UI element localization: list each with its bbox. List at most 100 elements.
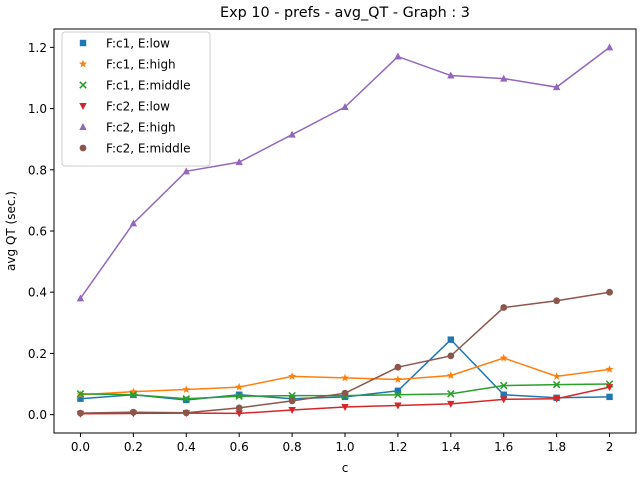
legend-entry: F:c2, E:high (79, 121, 176, 135)
x-tick-label: 1.6 (494, 440, 513, 454)
data-point (129, 387, 138, 396)
data-point (606, 393, 613, 401)
y-tick-label: 0.8 (28, 163, 47, 177)
legend-entry: F:c2, E:middle (79, 142, 190, 156)
data-point (605, 365, 614, 373)
x-tick-label: 0.0 (71, 440, 90, 454)
data-point (500, 74, 508, 82)
y-tick-label: 0.4 (28, 286, 47, 300)
legend-marker (79, 103, 87, 110)
data-point (447, 390, 455, 398)
data-point (235, 410, 243, 418)
data-point (235, 382, 244, 391)
x-tick-label: 1.2 (388, 440, 407, 454)
data-point (235, 404, 243, 412)
y-axis-label: avg QT (sec.) (4, 191, 18, 271)
data-point (76, 390, 85, 398)
data-point (77, 395, 84, 402)
data-point (288, 397, 296, 405)
x-tick-label: 1.8 (547, 440, 566, 454)
axis-ticks: 0.0 0.2 0.4 0.6 0.8 1.0 1.2 1.4 1.6 1.8 2 0.0 0.2 0.4… (28, 41, 613, 454)
data-point (605, 43, 614, 51)
legend-entry: F:c1, E:middle (79, 79, 190, 93)
legend-entry: F:c1, E:high (79, 58, 176, 72)
data-point (552, 372, 561, 380)
data-point (499, 381, 508, 390)
x-tick-label: 0.6 (230, 440, 249, 454)
data-point (605, 384, 614, 392)
data-point (393, 375, 402, 383)
data-point (499, 353, 508, 362)
data-point (76, 294, 85, 302)
legend-label: F:c2, E:high (106, 121, 176, 135)
data-point (500, 304, 508, 311)
series-5 (76, 43, 614, 302)
data-point (341, 373, 349, 382)
data-point (235, 158, 243, 166)
data-point (77, 409, 84, 417)
y-tick-label: 0.6 (28, 225, 47, 239)
data-point (341, 393, 349, 401)
data-point (129, 408, 137, 416)
data-point (553, 297, 561, 305)
data-point (500, 391, 507, 398)
legend-label: F:c1, E:high (106, 58, 176, 72)
data-point (447, 71, 455, 79)
data-point (341, 403, 349, 411)
x-tick-label: 0.8 (283, 440, 302, 454)
legend-marker (79, 59, 87, 68)
legend-label: F:c1, E:middle (106, 79, 190, 93)
data-point (394, 390, 402, 399)
x-tick-label: 2 (606, 440, 614, 454)
data-point (182, 394, 191, 403)
legend-entry: F:c1, E:low (79, 37, 170, 51)
data-point (447, 352, 455, 360)
data-point (288, 391, 296, 400)
chart-title: Exp 10 - prefs - avg_QT - Graph : 3 (220, 5, 470, 21)
x-tick-label: 0.2 (124, 440, 143, 454)
legend-box (61, 31, 211, 167)
y-tick-label: 1.0 (28, 102, 47, 116)
x-tick-label: 1.4 (441, 440, 460, 454)
data-point (552, 395, 561, 403)
y-tick-label: 1.2 (28, 41, 47, 55)
x-tick-label: 1.0 (335, 440, 354, 454)
legend-marker (79, 144, 87, 152)
data-point (394, 52, 402, 60)
data-point (182, 385, 191, 393)
x-tick-label: 0.4 (177, 440, 196, 454)
data-point (341, 103, 349, 111)
data-point (394, 387, 402, 394)
data-point (341, 389, 349, 397)
y-tick-label: 0.2 (28, 347, 47, 361)
data-point (606, 288, 613, 296)
x-axis-label: c (342, 461, 349, 475)
legend-label: F:c1, E:low (106, 37, 170, 51)
data-point (500, 396, 508, 404)
data-point (552, 83, 561, 91)
data-point (182, 167, 190, 175)
data-point (183, 396, 190, 404)
legend-marker (79, 81, 87, 89)
data-point (446, 371, 455, 379)
series-6 (77, 288, 613, 417)
legend-label: F:c2, E:middle (106, 142, 190, 156)
data-point (394, 363, 402, 371)
legend-entry: F:c2, E:low (79, 100, 170, 114)
data-point (235, 392, 243, 401)
data-point (235, 391, 243, 398)
data-point (394, 402, 402, 410)
legend-marker (79, 39, 87, 47)
data-point (447, 336, 455, 343)
data-point (288, 130, 296, 138)
plot-area (76, 43, 614, 418)
data-point (552, 380, 561, 389)
data-point (288, 372, 297, 380)
data-point (129, 219, 138, 227)
data-point (182, 409, 190, 417)
legend-marker (79, 123, 87, 130)
legend: F:c1, E:low F:c1, E:high F:c1, E:middle F:c… (61, 31, 211, 167)
data-point (288, 407, 296, 415)
data-point (447, 400, 455, 408)
